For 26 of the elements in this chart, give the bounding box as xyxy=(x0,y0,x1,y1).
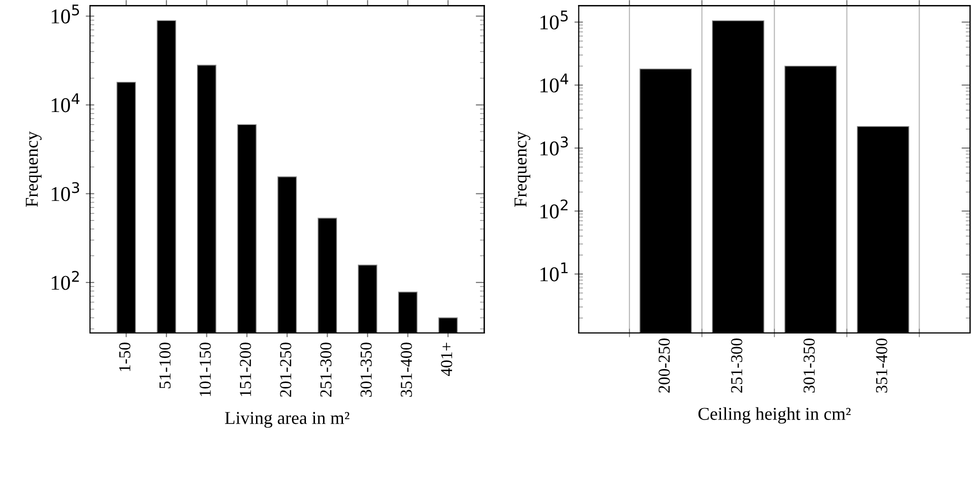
y-tick-label: 10$^{3}$ xyxy=(540,136,568,156)
x-tick-label: 101-150 xyxy=(200,342,211,396)
x-tick-label: 1-50 xyxy=(119,342,130,372)
y-tick-label: 10$^{2}$ xyxy=(540,199,568,218)
x-axis-title: Ceiling height in cm² xyxy=(698,407,851,424)
y-axis-title: Frequency xyxy=(514,131,530,207)
x-tick-label: 51-100 xyxy=(159,342,171,388)
x-tick-label: 200-250 xyxy=(658,338,670,393)
y-tick-label: 10$^{5}$ xyxy=(540,10,568,30)
y-tick-label: 10$^{5}$ xyxy=(52,4,79,24)
y-tick-label: 10$^{1}$ xyxy=(540,262,568,282)
y-tick-label: 10$^{3}$ xyxy=(52,182,80,202)
x-tick-label: 301-350 xyxy=(360,342,372,397)
x-tick-label: 351-400 xyxy=(400,342,412,397)
x-axis-title: Living area in m² xyxy=(225,412,350,428)
y-tick-label: 10$^{4}$ xyxy=(52,93,80,112)
x-tick-label: 351-400 xyxy=(876,338,888,393)
x-tick-label: 151-200 xyxy=(240,342,252,396)
x-tick-label: 301-350 xyxy=(804,338,815,393)
y-tick-label: 10$^{2}$ xyxy=(52,270,79,290)
x-tick-label: 251-300 xyxy=(320,342,332,397)
x-tick-label: 401+ xyxy=(440,342,452,376)
y-tick-label: 10$^{4}$ xyxy=(540,74,568,92)
x-tick-label: 201-250 xyxy=(280,342,292,397)
x-tick-label: 251-300 xyxy=(731,338,742,393)
y-axis-title: Frequency xyxy=(26,131,42,207)
